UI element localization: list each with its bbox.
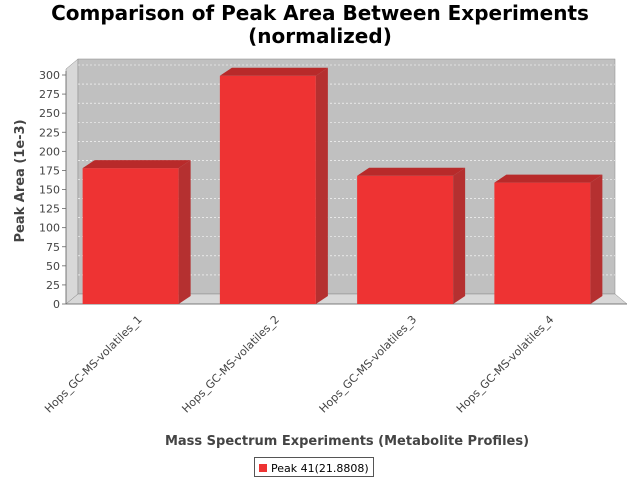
bar-side (315, 67, 328, 304)
y-tick-label: 175 (39, 164, 60, 177)
x-tick-label: Hops_GC-MS-volatiles_2 (179, 313, 282, 416)
y-tick-label: 200 (39, 145, 60, 158)
y-tick-label: 150 (39, 184, 60, 197)
legend: Peak 41(21.8808) (254, 457, 374, 477)
y-axis: 0 25 50 75 100 125 150 175 200 225 250 275 300 (39, 69, 67, 311)
y-tick-label: 25 (46, 279, 60, 292)
x-tick-label: Hops_GC-MS-volatiles_1 (42, 313, 145, 416)
x-tick-label: Hops_GC-MS-volatiles_4 (454, 313, 557, 416)
legend-label: Peak 41(21.8808) (271, 461, 369, 475)
y-tick-label: 75 (46, 241, 60, 254)
bar-front (357, 175, 454, 304)
bars (82, 67, 603, 304)
x-axis-title: Mass Spectrum Experiments (Metabolite Pr… (165, 434, 529, 449)
legend-swatch (259, 464, 267, 472)
bar-top (494, 174, 603, 183)
x-tick-label: Hops_GC-MS-volatiles_3 (317, 313, 420, 416)
y-tick-label: 250 (39, 107, 60, 120)
bar-top (82, 160, 191, 169)
plot-left-wall (65, 58, 79, 305)
y-tick-label: 100 (39, 222, 60, 235)
y-tick-label: 0 (53, 298, 60, 311)
bar-top (219, 67, 328, 76)
bar (219, 67, 328, 304)
bar-side (453, 167, 466, 304)
bar-front (219, 75, 316, 304)
bar (494, 174, 603, 304)
bar-front (494, 182, 591, 304)
bar-front (82, 168, 179, 304)
bar-side (178, 160, 191, 304)
x-axis: Hops_GC-MS-volatiles_1 Hops_GC-MS-volatil… (42, 313, 556, 416)
y-tick-label: 125 (39, 203, 60, 216)
bar-top (357, 167, 466, 176)
chart-title: Comparison of Peak Area Between Experime… (0, 2, 640, 48)
bar (82, 160, 191, 304)
chart-title-line-1: Comparison of Peak Area Between Experime… (51, 1, 589, 25)
y-tick-label: 50 (46, 260, 60, 273)
y-tick-label: 300 (39, 69, 60, 82)
bar-side (590, 174, 603, 304)
chart-title-line-2: (normalized) (248, 24, 392, 48)
y-axis-title: Peak Area (1e-3) (13, 119, 28, 242)
y-tick-label: 275 (39, 88, 60, 101)
bar (357, 167, 466, 304)
y-tick-label: 225 (39, 126, 60, 139)
